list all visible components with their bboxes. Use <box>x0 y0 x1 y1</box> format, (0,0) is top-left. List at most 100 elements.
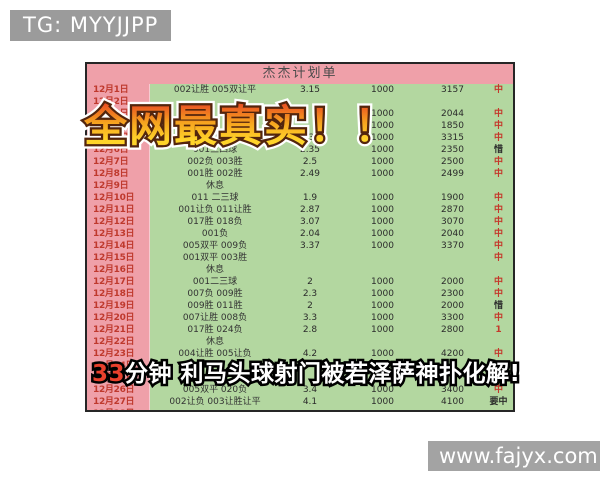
row-odds: 3.37 <box>299 241 321 251</box>
table-row: 12月19日 009胜 011胜 2 1000 2000 惜 <box>87 300 513 312</box>
row-stake: 1000 <box>371 289 394 299</box>
row-odds: 4.2 <box>302 349 318 359</box>
row-stake: 1000 <box>340 132 425 144</box>
row-result: 中 <box>493 385 503 395</box>
row-return: 2000 <box>441 277 464 287</box>
row-return: 2044 <box>441 109 464 119</box>
banner-bottom-highlight: 33 <box>92 361 126 387</box>
row-bet: 休息 <box>205 265 224 275</box>
banner-top-stroke-inner: 全网最真实！！ <box>82 92 400 155</box>
row-date: 12月26日 <box>87 384 150 396</box>
row-date: 12月20日 <box>87 312 150 324</box>
row-result: 中 <box>493 313 503 323</box>
row-odds: 2.87 <box>299 205 321 215</box>
row-bet: 002让胜 005双让平 <box>173 85 257 95</box>
banner-match-commentary: 33分钟 利马头球射门被若泽萨神扑化解! 33分钟 利马头球射门被若泽萨神扑化解… <box>90 354 572 390</box>
row-odds: 2.3 <box>302 289 318 299</box>
row-date: 12月9日 <box>87 180 150 192</box>
banner-top-text: 全网最真实！！ <box>84 92 399 154</box>
row-return: 3400 <box>441 385 464 395</box>
row-return: 2800 <box>441 325 464 335</box>
row-odds: 4.1 <box>302 397 318 407</box>
table-row: 12月3日 1000 2044 中 <box>87 108 513 120</box>
row-result: 中 <box>493 169 503 179</box>
row-date: 12月17日 <box>87 276 150 288</box>
banner-most-authentic: 全网最真实！！ 全网最真实！！ 全网最真实！！ <box>80 92 564 157</box>
table-row: 12月9日 休息 <box>87 180 513 192</box>
row-result: 中 <box>493 157 503 167</box>
row-stake: 1000 <box>340 108 425 120</box>
row-date: 12月4日 <box>87 120 150 132</box>
row-odds: 2 <box>307 301 313 311</box>
row-bet: 休息 <box>205 181 224 191</box>
table-row: 12月4日 1000 1850 中 <box>87 120 513 132</box>
row-bet: 017胜 024负 <box>187 325 243 335</box>
table-row: 12月12日 017胜 018负 3.07 1000 3070 中 <box>87 216 513 228</box>
row-stake: 1000 <box>340 144 425 156</box>
table-row: 12月26日 005双平 020负 3.4 1000 3400 中 <box>87 384 513 396</box>
table-row: 12月11日 001让负 011让胜 2.87 1000 2870 中 <box>87 204 513 216</box>
table-row: 12月1日 002让胜 005双让平 3.15 1000 3157 中 <box>87 84 513 96</box>
row-bet: 休息 <box>205 337 224 347</box>
row-return: 2500 <box>441 157 464 167</box>
table-row: 12月28日 <box>87 408 513 410</box>
row-date: 12月5日 <box>87 132 150 144</box>
row-date: 12月18日 <box>87 288 150 300</box>
table-row: 12月22日 休息 <box>87 336 513 348</box>
plan-table-title: 杰杰计划单 <box>87 64 513 84</box>
row-result: 中 <box>493 277 503 287</box>
table-row: 12月21日 017胜 024负 2.8 1000 2800 1 <box>87 324 513 336</box>
row-stake: 1000 <box>371 397 394 407</box>
row-date: 12月1日 <box>87 84 150 96</box>
site-watermark: www.fajyx.com <box>428 441 600 471</box>
tg-contact-badge: TG: MYYJJPP <box>10 10 172 41</box>
row-date: 12月25日 <box>87 372 150 384</box>
row-date: 12月22日 <box>87 336 150 348</box>
row-date: 12月6日 <box>87 144 150 156</box>
row-result: 中 <box>493 217 503 227</box>
row-odds: 2.35 <box>280 144 340 156</box>
row-stake: 1000 <box>340 120 425 132</box>
table-row: 12月14日 005双平 009负 3.37 1000 3370 中 <box>87 240 513 252</box>
row-date: 12月19日 <box>87 300 150 312</box>
row-odds: 1.9 <box>302 193 318 203</box>
row-stake: 1000 <box>371 229 394 239</box>
row-return: 2499 <box>441 169 464 179</box>
row-return: 3370 <box>441 241 464 251</box>
row-result: 中 <box>493 109 503 119</box>
table-row: 12月17日 001二三球 2 1000 2000 中 <box>87 276 513 288</box>
row-date: 12月7日 <box>87 156 150 168</box>
row-result: 中 <box>493 241 503 251</box>
row-bet: 009胜 011胜 <box>187 301 243 311</box>
row-return: 2040 <box>441 229 464 239</box>
row-odds: 3.4 <box>302 385 318 395</box>
row-odds: 3.31 <box>280 132 340 144</box>
row-bet: 001双平 003胜 <box>182 253 248 263</box>
row-bet: 004让胜 005让负 <box>178 349 252 359</box>
row-bet: 007让胜 008负 <box>182 313 248 323</box>
row-return: 3315 <box>441 133 464 143</box>
row-return: 3070 <box>441 217 464 227</box>
row-stake: 1000 <box>371 169 394 179</box>
row-stake: 1000 <box>371 193 394 203</box>
row-date: 12月12日 <box>87 216 150 228</box>
row-result: 中 <box>493 229 503 239</box>
row-result: 中 <box>493 349 503 359</box>
table-row: 12月8日 001胜 002胜 2.49 1000 2499 中 <box>87 168 513 180</box>
table-row: 12月7日 002负 003胜 2.5 1000 2500 中 <box>87 156 513 168</box>
row-odds: 2.5 <box>302 157 318 167</box>
row-result: 惜 <box>493 145 503 155</box>
row-date: 12月8日 <box>87 168 150 180</box>
table-row: 12月13日 001负 2.04 1000 2040 中 <box>87 228 513 240</box>
row-result: 要中 <box>489 397 508 407</box>
row-stake: 1000 <box>371 241 394 251</box>
table-row: 12月18日 007负 009胜 2.3 1000 2300 中 <box>87 288 513 300</box>
row-result: 惜 <box>493 301 503 311</box>
row-result: 中 <box>493 133 503 143</box>
table-row: 12月20日 007让胜 008负 3.3 1000 3300 中 <box>87 312 513 324</box>
table-row: 12月27日 002让负 003让胜让平 4.1 1000 4100 要中 <box>87 396 513 408</box>
row-date: 12月10日 <box>87 192 150 204</box>
row-stake: 1000 <box>371 325 394 335</box>
row-stake: 1000 <box>371 217 394 227</box>
row-odds: 2.04 <box>299 229 321 239</box>
